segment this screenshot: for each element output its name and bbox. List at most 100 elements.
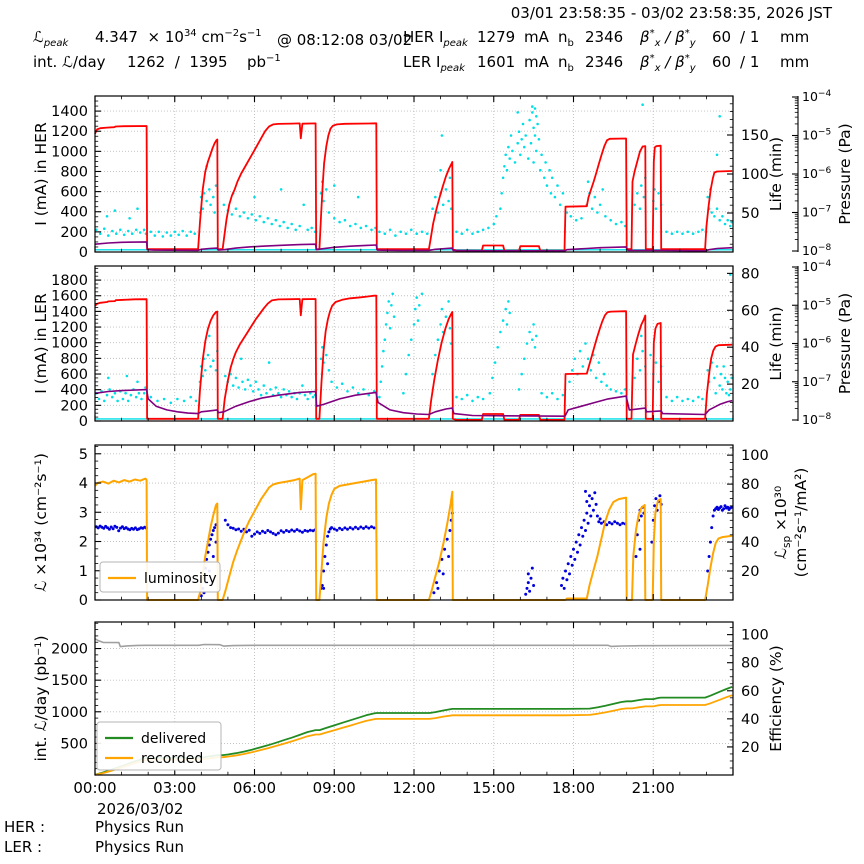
legend-label-luminosity: luminosity — [144, 571, 217, 587]
right-tick-label: 40 — [741, 340, 759, 356]
left-tick-label: 2 — [79, 535, 88, 551]
her-ipeak-value: 1279 — [477, 28, 516, 46]
left-tick-label: 600 — [60, 367, 88, 383]
ler-right-axis-label: Life (min) — [767, 306, 785, 380]
x-tick-label: 21:00 — [632, 779, 675, 797]
right-tick-label: 20 — [741, 740, 759, 756]
lpeak-timestamp: @ 08:12:08 03/02 — [277, 31, 413, 49]
lpeak-value: 4.347 × 1034 cm−2s−1 — [95, 28, 262, 46]
ler-beta-label: β*x / β*y — [640, 53, 696, 74]
integ-right-axis-label: Efficiency (%) — [767, 645, 785, 751]
ler-beta-unit: mm — [780, 53, 810, 71]
ler-pressure-axis-label: Pressure (Pa) — [836, 293, 854, 394]
lumi-chart: 0 1 2 3 4 5 20 40 60 80 100 ℒ ×10³⁴ (cm⁻²s⁻¹) ℒsp ×1… — [32, 444, 810, 609]
pressure-axis: 10−4 10−5 10−6 10−7 10−8 — [792, 89, 831, 258]
intlday-label: int. ℒ/day — [33, 53, 106, 71]
left-tick-label: 600 — [60, 185, 88, 201]
right-tick-label: 80 — [741, 656, 759, 672]
left-tick-label: 1200 — [51, 124, 88, 140]
pressure-tick-label: 10−8 — [802, 243, 831, 258]
pressure-tick-label: 10−7 — [802, 205, 831, 220]
her-beta-value2: / 1 — [740, 28, 760, 46]
right-tick-label: 60 — [741, 303, 759, 319]
her-ipeak-label: HER Ipeak — [403, 28, 468, 49]
her-mode-status: Physics Run — [95, 818, 185, 836]
intlday-unit: pb−1 — [247, 53, 281, 71]
right-tick-label: 20 — [741, 564, 759, 580]
her-beta-value: 60 — [712, 28, 732, 46]
header-row-1: ℒpeak 4.347 × 1034 cm−2s−1 @ 08:12:08 03… — [0, 28, 864, 52]
her-left-axis-label: I (mA) in HER — [32, 122, 50, 226]
integ-chart: 500 1000 1500 2000 20 40 60 80 100 int. ℒ/day (pb… — [32, 621, 785, 797]
x-tick-label: 12:00 — [392, 779, 435, 797]
ler-life — [94, 388, 733, 417]
left-tick-label: 1800 — [51, 273, 88, 289]
integ-legend: delivered recorded — [96, 721, 222, 771]
left-tick-label: 1000 — [51, 705, 88, 721]
axis-ticks — [94, 266, 734, 422]
pressure-tick-label: 10−5 — [802, 128, 831, 143]
x-tick-label: 06:00 — [233, 779, 276, 797]
right-tick-label: 100 — [741, 628, 769, 644]
right-tick-label: 20 — [741, 377, 759, 393]
right-tick-label: 80 — [741, 477, 759, 493]
lumi-right-axis-label: ℒsp ×10³⁰ — [772, 486, 793, 559]
ler-mode-status: Physics Run — [95, 838, 185, 856]
left-tick-label: 4 — [79, 476, 88, 492]
efficiency — [94, 638, 733, 648]
pressure-tick-label: 10−4 — [802, 89, 831, 104]
pressure-tick-label: 10−5 — [802, 297, 831, 312]
ler-left-axis-label: I (mA) in LER — [32, 293, 50, 394]
ler-mode-label: LER : — [4, 838, 43, 856]
integ-left-axis-label: int. ℒ/day (pb⁻¹) — [32, 635, 50, 761]
her-pressure-axis-label: Pressure (Pa) — [836, 123, 854, 224]
lumi-left-axis-label: ℒ ×10³⁴ (cm⁻²s⁻¹) — [32, 453, 50, 592]
gridlines — [95, 622, 733, 775]
left-tick-label: 0 — [79, 414, 88, 430]
x-tick-label: 18:00 — [552, 779, 595, 797]
left-tick-label: 200 — [60, 398, 88, 414]
right-tick-label: 40 — [741, 535, 759, 551]
gridlines — [95, 96, 733, 252]
left-tick-label: 1400 — [51, 104, 88, 120]
left-tick-label: 400 — [60, 205, 88, 221]
pressure-tick-label: 10−4 — [802, 259, 831, 274]
her-pressure-scatter — [95, 103, 733, 238]
date-range: 03/01 23:58:35 - 03/02 23:58:35, 2026 JS… — [510, 4, 832, 22]
axis-ticks — [94, 445, 734, 601]
pressure-tick-label: 10−7 — [802, 374, 831, 389]
x-tick-label: 03:00 — [153, 779, 196, 797]
lpeak-label: ℒpeak — [33, 28, 69, 49]
x-tick-label: 00:00 — [73, 779, 116, 797]
x-axis-date: 2026/03/02 — [97, 800, 184, 818]
right-tick-label: 100 — [741, 448, 769, 464]
intlday-values: 1262 / 1395 — [127, 53, 228, 71]
her-chart: 0 200 400 600 800 1000 1200 1400 50 100 150 I (mA) … — [32, 89, 854, 261]
left-tick-label: 0 — [79, 593, 88, 609]
right-tick-label: 40 — [741, 712, 759, 728]
her-nb-value: 2346 — [585, 28, 624, 46]
ler-beta-value: 60 — [712, 53, 732, 71]
left-tick-label: 1400 — [51, 304, 88, 320]
her-life — [94, 241, 733, 252]
right-tick-label: 150 — [741, 128, 769, 144]
left-tick-label: 1500 — [51, 673, 88, 689]
pressure-tick-label: 10−6 — [802, 336, 831, 351]
right-tick-label: 80 — [741, 266, 759, 282]
left-tick-label: 3 — [79, 505, 88, 521]
left-tick-label: 2000 — [51, 642, 88, 658]
ler-nb-value: 2346 — [585, 53, 624, 71]
left-tick-label: 1600 — [51, 289, 88, 305]
x-tick-label: 15:00 — [472, 779, 515, 797]
left-tick-label: 200 — [60, 225, 88, 241]
right-tick-label: 50 — [741, 206, 759, 222]
ler-ipeak-label: LER Ipeak — [403, 53, 465, 74]
her-current — [94, 122, 733, 252]
left-tick-label: 1200 — [51, 320, 88, 336]
her-ipeak-unit: mA — [524, 28, 549, 46]
left-tick-label: 800 — [60, 351, 88, 367]
pressure-tick-label: 10−6 — [802, 166, 831, 181]
